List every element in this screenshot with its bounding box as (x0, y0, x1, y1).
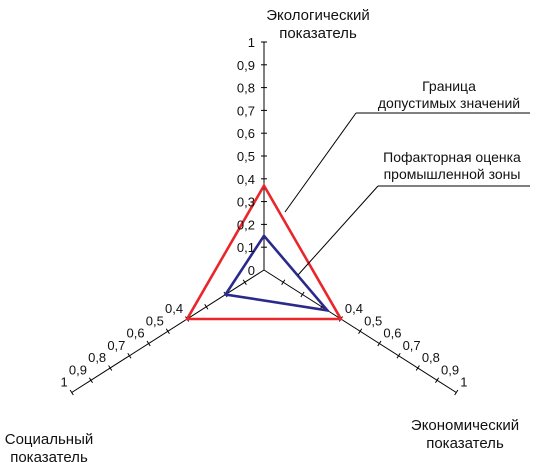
tick-label-soc: 0,4 (165, 301, 183, 316)
axis-title-soc: Социальный (5, 431, 94, 448)
series-label-1: промышленной зоны (384, 166, 521, 182)
tick-label-econ: 0,4 (345, 301, 363, 316)
axis-tick-econ (396, 352, 401, 359)
axis-tick-econ (415, 365, 420, 371)
tick-label-eco: 0 (248, 263, 255, 278)
series-label-0: Граница (422, 78, 476, 94)
tick-label-soc: 0,7 (107, 338, 125, 353)
annotation-leader-0 (284, 112, 357, 213)
axis-tick-econ (435, 377, 440, 384)
tick-label-eco: 0,3 (237, 195, 255, 210)
axis-title-econ: Экономический (411, 417, 519, 434)
axis-tick-soc (127, 352, 132, 359)
axis-title-eco: показатель (279, 25, 357, 42)
axis-tick-econ (454, 389, 459, 396)
series-label-0: допустимых значений (378, 95, 520, 111)
series-label-1: Пофакторная оценка (383, 149, 521, 165)
series-polygon-0 (184, 182, 344, 321)
series-layer (184, 182, 344, 321)
axis-tick-soc (146, 340, 151, 347)
tick-label-econ: 0,9 (441, 362, 459, 377)
axis-tick-soc (242, 279, 247, 286)
tick-label-eco: 0,8 (237, 81, 255, 96)
tick-label-eco: 0,9 (237, 58, 255, 73)
tick-label-eco: 0,6 (237, 126, 255, 141)
axis-tick-econ (281, 279, 286, 286)
tick-label-soc: 0,9 (69, 362, 87, 377)
tick-label-eco: 1 (248, 35, 255, 50)
tick-label-eco: 0,7 (237, 103, 255, 118)
axis-tick-econ (358, 328, 363, 335)
tick-label-soc: 0,5 (146, 313, 164, 328)
axis-tick-soc (165, 328, 170, 335)
tick-label-econ: 1 (460, 375, 467, 390)
axis-tick-econ (377, 340, 382, 347)
tick-label-soc: 0,6 (127, 326, 145, 341)
tick-label-econ: 0,7 (403, 338, 421, 353)
tick-label-eco: 0,1 (237, 240, 255, 255)
labels-layer: 00,10,20,30,40,50,60,70,80,910,40,50,60,… (5, 7, 519, 462)
axis-title-econ: показатель (426, 435, 504, 452)
tick-label-econ: 0,5 (364, 313, 382, 328)
axis-title-soc: показатель (10, 449, 88, 462)
axis-tick-soc (204, 303, 209, 310)
tick-label-eco: 0,5 (237, 149, 255, 164)
tick-label-econ: 0,6 (383, 326, 401, 341)
tick-label-econ: 0,8 (422, 350, 440, 365)
annotation-leader-1 (297, 185, 379, 276)
tick-label-eco: 0,2 (237, 217, 255, 232)
axis-tick-soc (108, 365, 113, 371)
tick-label-soc: 1 (60, 375, 67, 390)
series-polygon-1 (223, 233, 331, 313)
axis-tick-soc (88, 377, 93, 384)
axis-title-eco: Экологический (266, 7, 370, 24)
axis-tick-soc (69, 389, 74, 396)
tick-label-soc: 0,8 (88, 350, 106, 365)
axis-tick-econ (300, 291, 305, 298)
tick-label-eco: 0,4 (237, 172, 255, 187)
